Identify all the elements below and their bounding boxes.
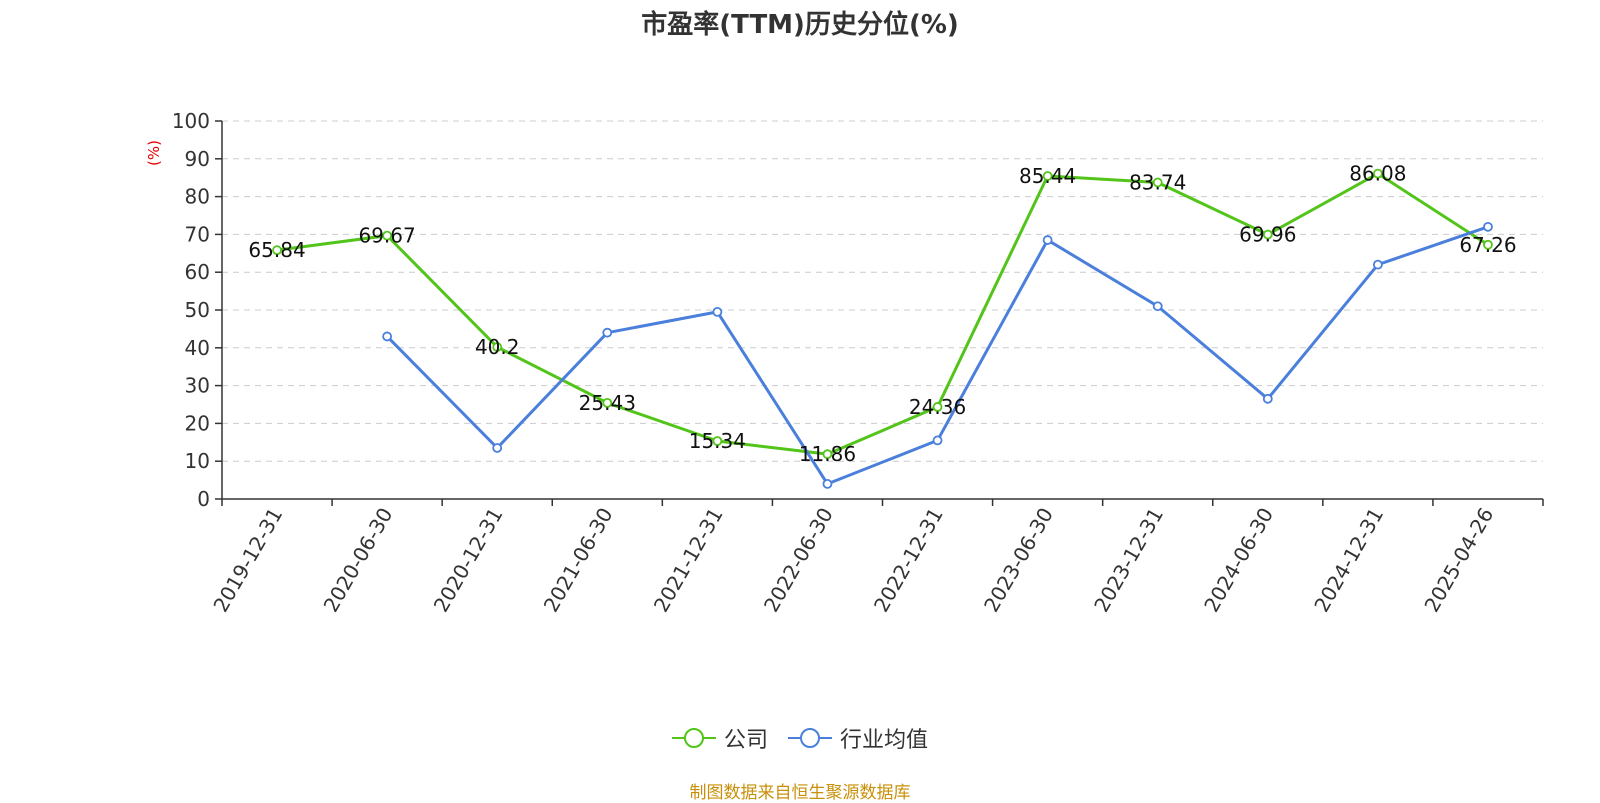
y-tick-label: 90: [185, 147, 210, 171]
x-tick-label: 2024-12-31: [1309, 504, 1388, 617]
data-point-series-1[interactable]: [382, 331, 393, 342]
line-chart: 0 10 20 30 40 50 60 70 80 90 100 2019-12-31 2020-06-…: [145, 109, 1544, 617]
data-point-series-1[interactable]: [1372, 259, 1383, 270]
data-point-series-1[interactable]: [712, 306, 723, 317]
data-label: 83.74: [1129, 170, 1186, 194]
y-tick-label: 70: [185, 222, 210, 246]
x-tick-label: 2022-06-30: [759, 504, 838, 617]
data-label: 40.2: [475, 335, 520, 359]
y-axis-unit-label: (%): [145, 140, 163, 166]
data-label: 86.08: [1349, 162, 1406, 186]
grid-layer: [222, 120, 1543, 462]
data-label-layer: 65.84 69.67 40.2 25.43 15.34 11.86 24.36 85.44 8…: [248, 162, 1516, 467]
x-tick-label: 2021-12-31: [649, 504, 728, 617]
data-label: 11.86: [799, 442, 856, 466]
series-line-0: [276, 172, 1489, 456]
x-tick-label: 2020-12-31: [429, 504, 508, 617]
data-point-series-0[interactable]: [602, 397, 613, 408]
data-point-series-1[interactable]: [492, 443, 503, 453]
legend-line-circle-icon: [788, 728, 832, 748]
data-point-series-0[interactable]: [1262, 229, 1273, 240]
source-footer: 制图数据来自恒生聚源数据库: [689, 783, 911, 803]
y-tick-label: 60: [185, 260, 210, 284]
data-label: 15.34: [689, 429, 746, 453]
data-point-series-0[interactable]: [1152, 177, 1163, 188]
legend-label-industry-average: 行业均值: [840, 728, 929, 753]
data-label: 69.67: [358, 224, 415, 248]
y-tick-label: 0: [197, 487, 210, 511]
data-point-series-0[interactable]: [932, 402, 943, 412]
axis-layer: 0 10 20 30 40 50 60 70 80 90 100 2019-12-31 2020-06-…: [172, 109, 1544, 617]
data-point-series-1[interactable]: [1483, 221, 1493, 232]
data-point-series-0[interactable]: [1483, 239, 1493, 250]
data-point-series-0[interactable]: [1042, 171, 1053, 181]
data-label: 67.26: [1459, 233, 1516, 257]
y-tick-label: 30: [185, 374, 210, 398]
data-point-series-0[interactable]: [822, 449, 833, 460]
data-point-series-1[interactable]: [1042, 235, 1053, 245]
data-point-series-1[interactable]: [602, 327, 613, 338]
chart-title: 市盈率(TTM)历史分位(%): [641, 10, 959, 40]
data-label: 24.36: [909, 395, 966, 419]
data-label: 85.44: [1019, 164, 1076, 188]
legend: 公司 行业均值: [0, 722, 1600, 754]
legend-line-circle-icon: [671, 728, 716, 748]
series-line-1: [386, 225, 1489, 486]
x-tick-label: 2024-06-30: [1199, 504, 1278, 617]
x-tick-label: 2021-06-30: [539, 504, 618, 617]
y-tick-label: 40: [185, 336, 210, 360]
data-point-series-0[interactable]: [1372, 168, 1383, 179]
y-tick-label: 100: [172, 109, 210, 133]
data-point-series-0[interactable]: [492, 342, 503, 352]
legend-item-industry-average[interactable]: 行业均值: [788, 722, 928, 754]
legend-label-company: 公司: [723, 728, 768, 753]
data-point-series-1[interactable]: [1262, 393, 1273, 404]
data-point-series-0[interactable]: [272, 245, 282, 256]
series-layer: [272, 168, 1493, 489]
x-tick-label: 2020-06-30: [319, 504, 398, 617]
legend-item-company[interactable]: 公司: [671, 722, 768, 754]
y-tick-label: 50: [185, 298, 210, 322]
x-tick-label: 2022-12-31: [869, 504, 948, 617]
data-point-series-0[interactable]: [382, 230, 393, 241]
data-label: 25.43: [579, 391, 636, 415]
x-tick-label: 2025-04-26: [1419, 504, 1498, 617]
x-tick-label: 2023-06-30: [979, 504, 1058, 617]
data-point-series-1[interactable]: [1152, 301, 1163, 312]
y-tick-label: 10: [185, 449, 210, 473]
data-point-series-1[interactable]: [932, 435, 943, 446]
data-label: 65.84: [248, 238, 305, 262]
x-tick-label: 2019-12-31: [208, 504, 287, 617]
y-tick-label: 80: [185, 185, 210, 209]
data-point-series-0[interactable]: [712, 436, 723, 446]
data-point-series-1[interactable]: [822, 478, 833, 489]
data-label: 69.96: [1239, 223, 1296, 247]
y-tick-label: 20: [185, 411, 210, 435]
x-tick-label: 2023-12-31: [1089, 504, 1168, 617]
